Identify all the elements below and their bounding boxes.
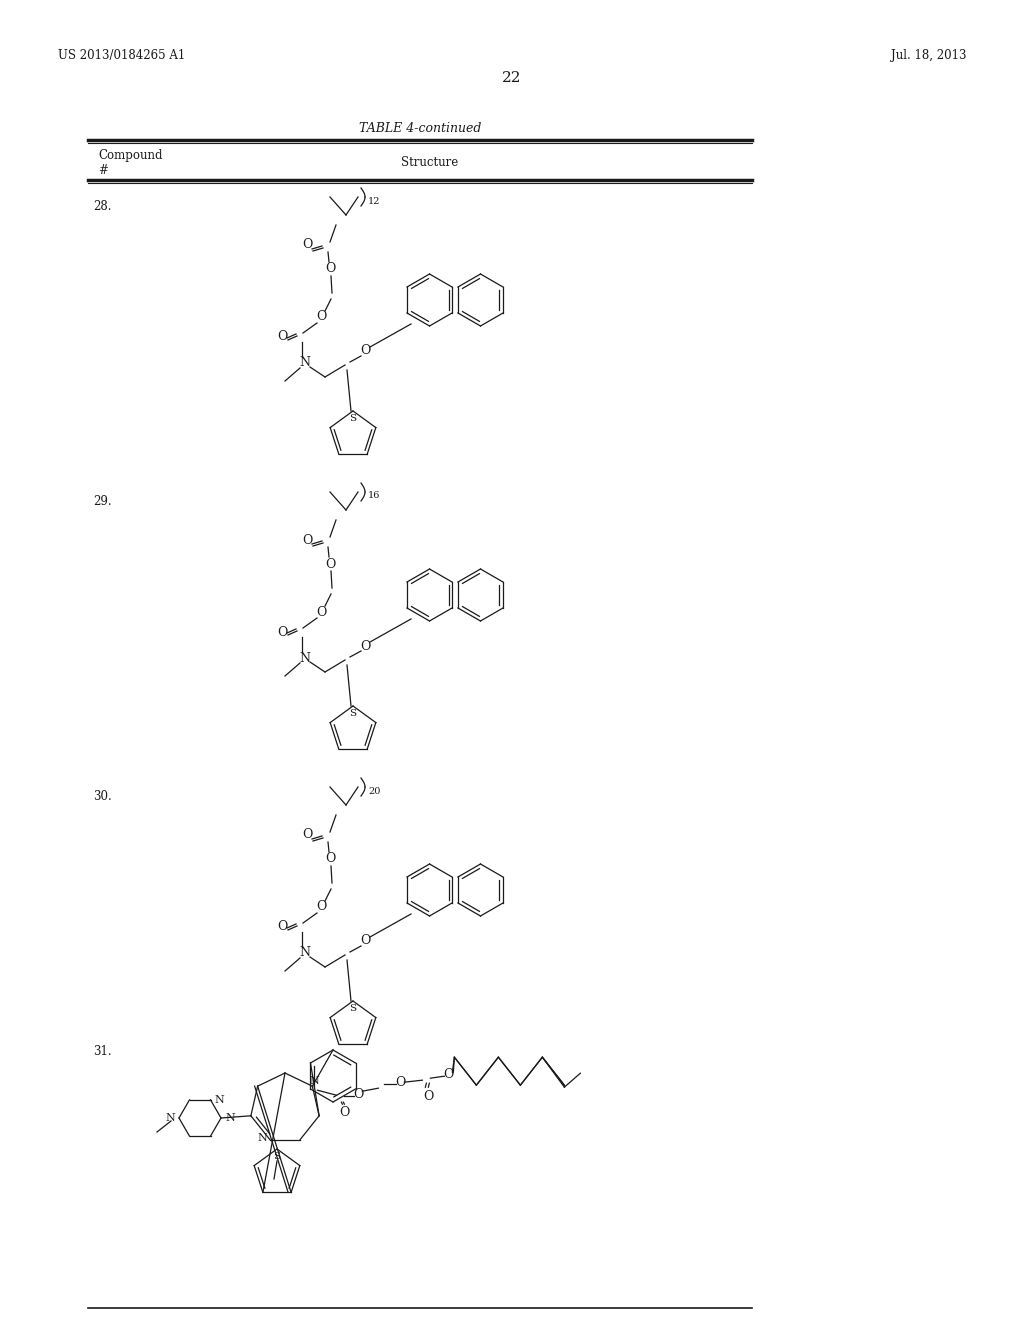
- Text: O: O: [423, 1090, 433, 1102]
- Text: 29.: 29.: [93, 495, 112, 508]
- Text: 28.: 28.: [93, 201, 112, 213]
- Text: N: N: [299, 356, 310, 370]
- Text: O: O: [276, 920, 287, 933]
- Text: S: S: [273, 1152, 281, 1162]
- Text: 31.: 31.: [93, 1045, 112, 1059]
- Text: N: N: [214, 1094, 224, 1105]
- Text: O: O: [325, 263, 335, 276]
- Text: O: O: [302, 533, 312, 546]
- Text: O: O: [339, 1106, 349, 1118]
- Text: O: O: [359, 935, 371, 948]
- Text: S: S: [349, 414, 356, 422]
- Text: O: O: [325, 557, 335, 570]
- Text: O: O: [325, 853, 335, 866]
- Text: S: S: [349, 709, 356, 718]
- Text: O: O: [359, 639, 371, 652]
- Text: O: O: [359, 345, 371, 358]
- Text: O: O: [302, 829, 312, 842]
- Text: O: O: [443, 1068, 454, 1081]
- Text: O: O: [353, 1088, 364, 1101]
- Text: 20: 20: [368, 787, 380, 796]
- Text: O: O: [315, 606, 327, 619]
- Text: #: #: [98, 164, 108, 177]
- Text: 16: 16: [368, 491, 380, 500]
- Text: 30.: 30.: [93, 789, 112, 803]
- Text: O: O: [276, 330, 287, 343]
- Text: N: N: [299, 652, 310, 664]
- Text: O: O: [395, 1076, 406, 1089]
- Text: 22: 22: [502, 71, 522, 84]
- Text: N: N: [257, 1133, 267, 1143]
- Text: S: S: [349, 1005, 356, 1012]
- Text: O: O: [315, 900, 327, 913]
- Text: Structure: Structure: [401, 157, 459, 169]
- Text: O: O: [302, 239, 312, 252]
- Text: TABLE 4-continued: TABLE 4-continued: [358, 121, 481, 135]
- Text: O: O: [315, 310, 327, 323]
- Text: O: O: [276, 626, 287, 639]
- Text: N: N: [165, 1113, 175, 1123]
- Text: 12: 12: [368, 197, 381, 206]
- Text: N: N: [225, 1113, 234, 1123]
- Text: N: N: [309, 1076, 319, 1086]
- Text: N: N: [299, 946, 310, 960]
- Text: Compound: Compound: [98, 149, 163, 162]
- Text: US 2013/0184265 A1: US 2013/0184265 A1: [58, 49, 185, 62]
- Text: Jul. 18, 2013: Jul. 18, 2013: [891, 49, 966, 62]
